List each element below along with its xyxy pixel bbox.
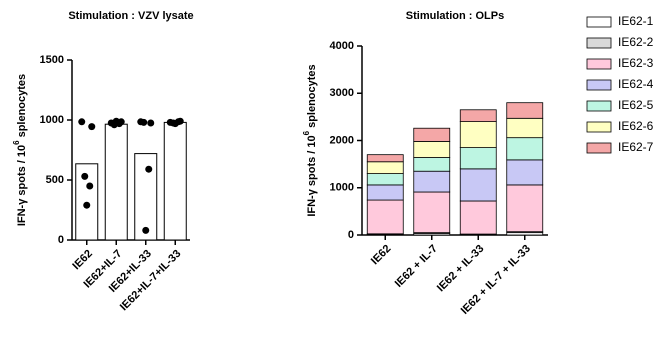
bar — [105, 124, 127, 240]
y-tick-label: 4000 — [330, 40, 354, 52]
x-tick-label: IE62 — [70, 248, 94, 272]
y-label-part: splenocytes — [16, 74, 28, 138]
chart-title: Stimulation : VZV lysate — [68, 10, 193, 22]
y-label-part: IFN-γ spots / 10 — [306, 135, 318, 216]
bar-segment — [460, 201, 496, 234]
legend-label: IE62-3 — [618, 56, 654, 70]
legend-swatch — [587, 59, 611, 69]
y-label-part: IFN-γ spots / 10 — [16, 145, 28, 226]
bar-segment — [367, 200, 403, 234]
bar-segment — [367, 185, 403, 200]
legend-label: IE62-5 — [618, 98, 654, 112]
data-point — [81, 173, 88, 180]
y-axis-label: IFN-γ spots / 106 splenocytes — [12, 74, 28, 226]
legend-label: IE62-7 — [618, 140, 654, 154]
y-tick-label: 2000 — [330, 134, 354, 146]
bar-segment — [367, 155, 403, 162]
y-tick-label: 0 — [348, 229, 354, 241]
y-tick-label: 1500 — [40, 54, 64, 66]
bar — [164, 122, 186, 240]
x-tick-label: IE62 + IL-33 — [435, 243, 487, 295]
data-point — [172, 120, 179, 127]
chart-title: Stimulation : OLPs — [406, 10, 504, 22]
bar-segment — [414, 158, 450, 172]
bar-segment — [460, 148, 496, 169]
data-point — [113, 118, 120, 125]
legend-swatch — [587, 122, 611, 132]
y-tick-label: 1000 — [330, 182, 354, 194]
y-tick-label: 1000 — [40, 114, 64, 126]
x-tick-label: IE62 + IL-7 — [393, 243, 440, 290]
legend-swatch — [587, 38, 611, 48]
data-point — [88, 123, 95, 130]
data-point — [147, 120, 154, 127]
x-tick-label: IE62 — [369, 243, 393, 267]
bar-segment — [414, 192, 450, 233]
data-point — [140, 119, 147, 126]
data-point — [86, 183, 93, 190]
legend-swatch — [587, 101, 611, 111]
bar-segment — [460, 169, 496, 201]
y-label-sup: 6 — [302, 130, 311, 135]
legend-swatch — [587, 143, 611, 153]
bar-segment — [367, 162, 403, 174]
legend-swatch — [587, 17, 611, 27]
legend-swatch — [587, 80, 611, 90]
y-label-part: splenocytes — [306, 64, 318, 128]
y-tick-label: 3000 — [330, 87, 354, 99]
legend-label: IE62-2 — [618, 35, 654, 49]
data-point — [83, 202, 90, 209]
y-tick-label: 500 — [46, 174, 64, 186]
bar-segment — [507, 185, 543, 232]
bar-segment — [414, 128, 450, 141]
bar-segment — [460, 110, 496, 122]
y-axis-label: IFN-γ spots / 106 splenocytes — [302, 64, 318, 216]
bar-segment — [507, 103, 543, 119]
bar-segment — [367, 174, 403, 185]
data-point — [145, 166, 152, 173]
bar-segment — [414, 141, 450, 157]
y-tick-label: 0 — [58, 234, 64, 246]
legend-label: IE62-6 — [618, 119, 654, 133]
bar-segment — [507, 138, 543, 160]
bar-segment — [460, 122, 496, 148]
y-label-sup: 6 — [12, 140, 21, 145]
bar-segment — [414, 171, 450, 192]
data-point — [78, 118, 85, 125]
bar-segment — [507, 160, 543, 185]
legend-label: IE62-4 — [618, 77, 654, 91]
legend-label: IE62-1 — [618, 14, 654, 28]
data-point — [142, 227, 149, 234]
bar-segment — [507, 118, 543, 137]
